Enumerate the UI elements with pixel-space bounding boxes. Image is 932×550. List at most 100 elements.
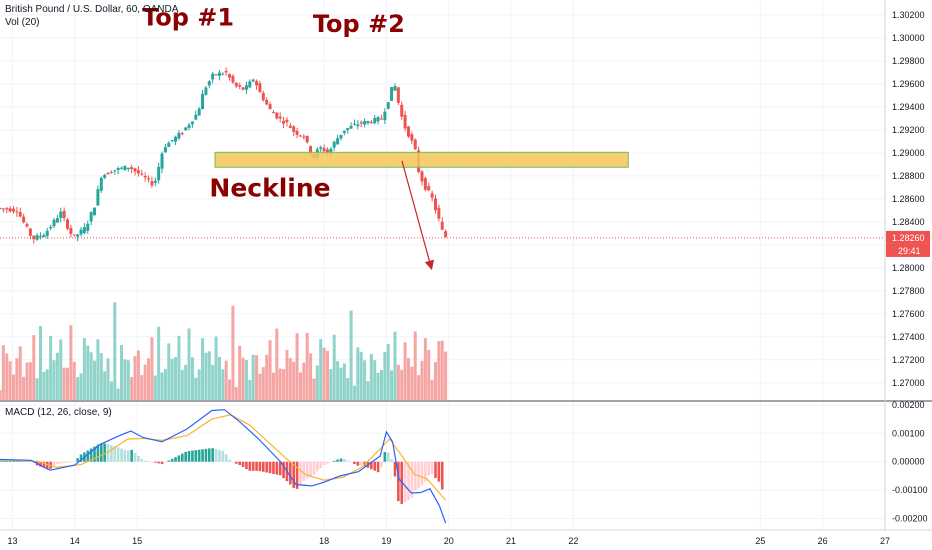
candle-body (45, 230, 49, 236)
candle-body (49, 226, 53, 229)
volume-bar (349, 310, 353, 400)
candle-body (241, 87, 245, 90)
macd-histogram-bar (218, 450, 221, 462)
volume-bar (147, 358, 151, 400)
candle-body (72, 234, 76, 236)
candle-body (224, 71, 228, 73)
macd-histogram-bar (386, 452, 390, 462)
candle-body (309, 146, 313, 155)
projection-arrow[interactable] (401, 160, 435, 271)
candle-body (147, 178, 151, 180)
candle-body (271, 112, 275, 114)
volume-bar (417, 375, 421, 400)
volume-bar (278, 368, 282, 400)
candle-body (126, 167, 130, 170)
macd-histogram-bar (120, 448, 123, 462)
macd-histogram-bar (299, 461, 302, 485)
macd-histogram-bar (86, 450, 90, 462)
macd-histogram-bar (180, 453, 184, 462)
macd-histogram-bar (194, 450, 198, 462)
neckline-label[interactable]: Neckline (209, 174, 330, 203)
candle-body (99, 177, 103, 191)
macd-histogram-bar (275, 461, 279, 475)
candle-body (305, 135, 309, 143)
candle-body (302, 136, 306, 138)
macd-histogram-bar (174, 457, 177, 462)
volume-bar (440, 340, 444, 400)
volume-bar (430, 379, 434, 400)
volume-bar (282, 369, 286, 400)
price-tick-label: 1.27000 (892, 378, 925, 388)
price-tick-label: 1.28400 (892, 217, 925, 227)
macd-histogram-bar (170, 458, 174, 462)
candle-body (393, 86, 397, 91)
symbol-legend[interactable]: British Pound / U.S. Dollar, 60, OANDA (5, 4, 179, 15)
macd-histogram-bar (339, 458, 343, 462)
candle-body (369, 122, 373, 124)
volume-bar (140, 375, 144, 400)
volume-bar (265, 354, 269, 400)
candle-body (130, 167, 134, 170)
candle-body (109, 172, 113, 174)
volume-bar (96, 339, 100, 400)
volume-bar (76, 377, 80, 400)
macd-histogram-bar (349, 461, 353, 463)
macd-histogram-bar (282, 461, 285, 479)
neckline-zone[interactable] (214, 151, 629, 168)
macd-histogram-bar (305, 461, 309, 479)
candle-body (136, 170, 140, 174)
volume-bar (25, 362, 29, 400)
macd-histogram-bar (383, 452, 387, 462)
volume-bar (207, 351, 211, 400)
macd-histogram-bar (76, 458, 79, 462)
volume-bar (369, 354, 373, 400)
volume-legend[interactable]: Vol (20) (5, 17, 40, 28)
volume-bar (0, 390, 2, 400)
macd-histogram-bar (160, 461, 164, 465)
volume-bar (82, 338, 86, 400)
candle-body (251, 79, 255, 82)
volume-bar (160, 372, 164, 400)
macd-histogram-bar (39, 461, 42, 467)
volume-bar (170, 358, 174, 400)
candle-body (201, 93, 205, 110)
macd-line (0, 409, 447, 524)
volume-bar (433, 362, 437, 400)
macd-histogram-bar (214, 449, 218, 462)
macd-histogram-bar (52, 461, 56, 467)
macd-histogram-bar (56, 461, 59, 465)
date-tick-label: 13 (7, 536, 17, 546)
macd-histogram-bar (150, 461, 154, 463)
volume-bar (12, 374, 16, 400)
price-tick-label: 1.30200 (892, 10, 925, 20)
top2-label[interactable]: Top #2 (313, 10, 405, 38)
candle-body (231, 75, 235, 83)
candle-body (430, 193, 434, 198)
date-tick-label: 15 (132, 536, 142, 546)
volume-bar (295, 333, 299, 400)
candle-body (346, 128, 350, 131)
macd-histogram-bar (116, 447, 120, 462)
volume-bar (109, 381, 113, 400)
macd-tick-label: 0.00000 (892, 457, 925, 467)
candle-body (66, 219, 70, 229)
top1-label[interactable]: Top #1 (142, 3, 234, 31)
candle-body (143, 175, 147, 178)
candle-body (292, 126, 296, 132)
macd-pane (0, 400, 932, 524)
volume-bar (217, 356, 221, 400)
volume-bar (393, 331, 397, 400)
candle-body (5, 208, 9, 210)
volume-bar (248, 379, 252, 400)
macd-histogram-bar (278, 461, 282, 476)
macd-legend[interactable]: MACD (12, 26, close, 9) (5, 407, 112, 418)
macd-histogram-bar (376, 461, 380, 473)
volume-bar (116, 388, 120, 400)
price-tick-label: 1.29600 (892, 79, 925, 89)
macd-histogram-bar (272, 461, 275, 474)
volume-bar (167, 343, 171, 400)
macd-histogram-bar (177, 455, 181, 462)
volume-bar (126, 360, 130, 400)
candle-body (82, 227, 86, 234)
